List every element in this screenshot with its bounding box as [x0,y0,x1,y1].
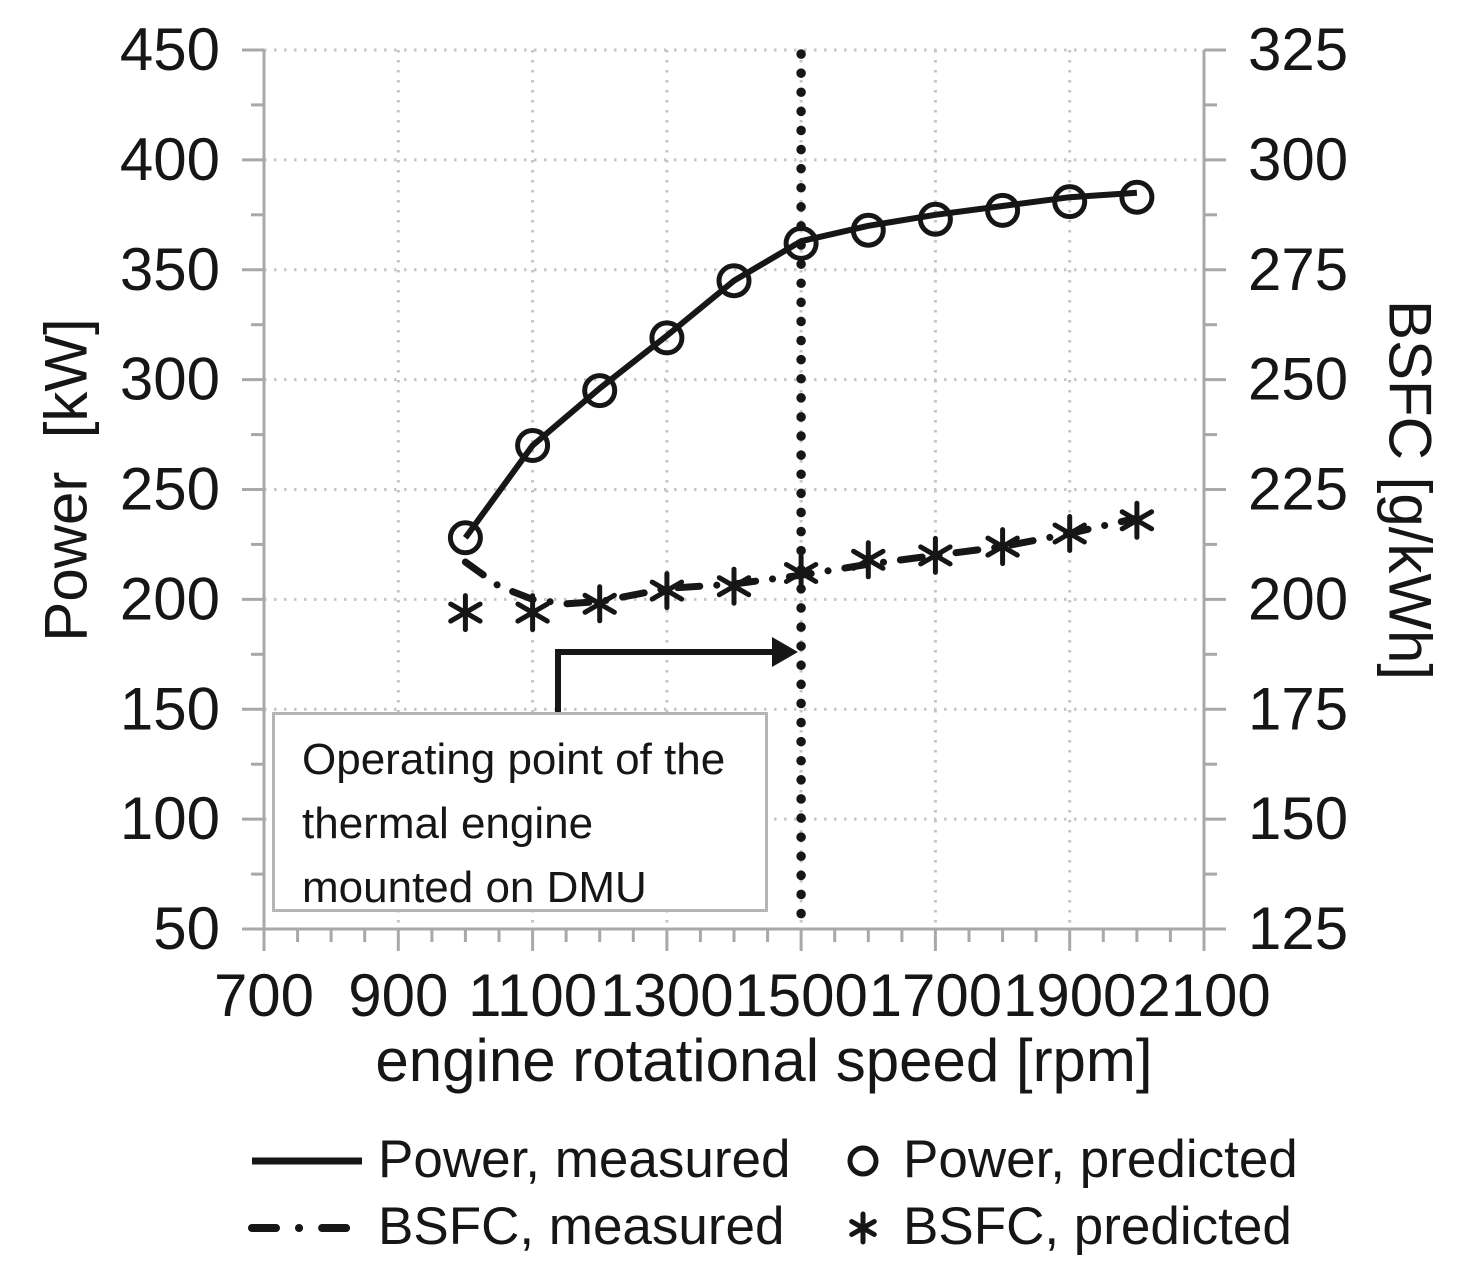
annotation-box: Operating point of the thermal engine mo… [272,712,768,912]
svg-text:150: 150 [1248,785,1348,852]
svg-text:1500: 1500 [734,962,867,1029]
svg-text:900: 900 [348,962,448,1029]
svg-text:175: 175 [1248,675,1348,742]
x-axis-title: engine rotational speed [rpm] [375,1027,1153,1094]
svg-text:1300: 1300 [600,962,733,1029]
left-axis-title: Power [kW] [32,318,100,642]
svg-text:325: 325 [1248,16,1348,83]
legend-row: BSFC, measured BSFC, predicted [248,1193,1298,1260]
svg-text:2100: 2100 [1137,962,1270,1029]
legend-label: BSFC, measured [378,1197,785,1256]
legend-label: Power, measured [378,1130,791,1189]
svg-text:300: 300 [1248,126,1348,193]
legend: Power, measured Power, predicted BSFC, m… [248,1126,1298,1260]
svg-text:700: 700 [214,962,314,1029]
svg-text:50: 50 [153,895,220,962]
legend-item-power-measured: Power, measured [248,1129,835,1190]
annotation-line: Operating point of the [302,735,726,784]
svg-text:275: 275 [1248,236,1348,303]
legend-item-bsfc-measured: BSFC, measured [248,1196,835,1257]
svg-text:300: 300 [120,346,220,413]
legend-label: BSFC, predicted [903,1197,1292,1256]
svg-text:100: 100 [120,785,220,852]
annotation-line: thermal engine [302,799,594,848]
svg-text:150: 150 [120,675,220,742]
svg-text:200: 200 [1248,565,1348,632]
svg-text:125: 125 [1248,895,1348,962]
circle-marker-icon [847,1145,879,1176]
legend-item-power-predicted: Power, predicted [835,1129,1298,1190]
svg-text:225: 225 [1248,456,1348,523]
svg-text:350: 350 [120,236,220,303]
svg-text:250: 250 [120,456,220,523]
svg-text:200: 200 [120,565,220,632]
legend-item-bsfc-predicted: BSFC, predicted [835,1196,1292,1257]
legend-row: Power, measured Power, predicted [248,1126,1298,1193]
legend-label: Power, predicted [903,1130,1298,1189]
svg-text:400: 400 [120,126,220,193]
asterisk-marker-icon [849,1211,877,1244]
svg-text:1700: 1700 [869,962,1002,1029]
svg-text:450: 450 [120,16,220,83]
annotation-line: mounted on DMU [302,863,647,912]
dash-dot-line-icon [248,1223,366,1232]
svg-text:1100: 1100 [468,962,597,1029]
solid-line-icon [252,1157,362,1164]
svg-text:1900: 1900 [1003,962,1136,1029]
right-axis-title: BSFC [g/kWh] [1376,299,1444,681]
svg-text:250: 250 [1248,346,1348,413]
